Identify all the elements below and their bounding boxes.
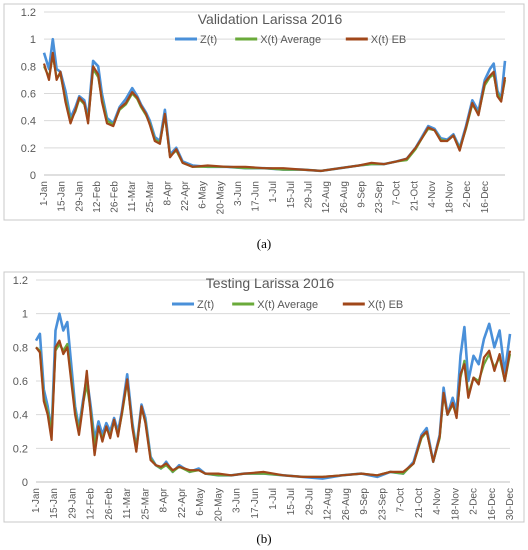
x-tick-label: 3-Jun	[232, 488, 243, 513]
x-tick-label: 29-Jan	[67, 488, 78, 519]
x-tick-label: 6-May	[198, 181, 209, 209]
y-tick-label: 1.2	[13, 275, 28, 287]
legend-label: X(t) Average	[257, 299, 318, 311]
legend-label: X(t) EB	[368, 299, 403, 311]
x-tick-label: 22-Apr	[177, 487, 188, 518]
x-tick-label: 1-Jul	[268, 488, 279, 510]
validation-chart-panel: 0 0.2 0.4 0.6 0.8 1 1.2 1-Jan 15-Jan 29-Jan 12-Feb…	[0, 0, 528, 228]
x-tick-label: 17-Jun	[251, 181, 262, 212]
x-tick-label: 7-Oct	[392, 181, 403, 206]
x-tick-label: 23-Sep	[377, 488, 388, 521]
x-tick-label: 2-Dec	[462, 181, 473, 208]
x-tick-label: 15-Jan	[57, 181, 68, 212]
x-tick-label: 8-Apr	[159, 487, 170, 512]
x-tick-label: 20-May	[215, 181, 226, 214]
x-tick-label: 1-Jan	[39, 181, 50, 206]
y-tick-label: 1.2	[21, 7, 36, 19]
x-tick-label: 29-Jul	[304, 181, 315, 208]
x-tick-label: 15-Jul	[286, 488, 297, 515]
x-tick-label: 15-Jan	[49, 488, 60, 519]
legend-label: Z(t)	[200, 34, 217, 46]
y-tick-label: 0.8	[13, 342, 28, 354]
x-tick-label: 16-Dec	[487, 488, 498, 520]
x-tick-label: 6-May	[195, 488, 206, 516]
x-tick-label: 25-Mar	[145, 180, 156, 212]
x-tick-label: 2-Dec	[469, 488, 480, 515]
x-tick-label: 8-Apr	[162, 180, 173, 205]
chart-title: Testing Larissa 2016	[206, 275, 335, 291]
y-tick-label: 0.4	[21, 116, 36, 128]
y-tick-label: 0.4	[13, 410, 28, 422]
x-tick-label: 20-May	[213, 488, 224, 521]
x-tick-label: 11-Mar	[122, 487, 133, 519]
x-tick-label: 9-Sep	[356, 181, 367, 208]
x-tick-label: 15-Jul	[286, 181, 297, 208]
caption-a: (a)	[256, 236, 272, 251]
series-line-eb	[35, 339, 512, 478]
x-tick-label: 7-Oct	[396, 488, 407, 513]
x-tick-label: 11-Mar	[127, 180, 138, 212]
x-tick-label: 1-Jul	[268, 181, 279, 203]
y-tick-label: 0.6	[21, 89, 36, 101]
x-tick-label: 25-Mar	[140, 487, 151, 519]
x-tick-label: 16-Dec	[480, 181, 491, 213]
testing-chart-panel: 0 0.2 0.4 0.6 0.8 1 1.2 1-Jan 15-Jan 29-Jan 12-Feb…	[0, 258, 528, 526]
x-tick-label: 21-Oct	[409, 181, 420, 211]
chart-title: Validation Larissa 2016	[198, 11, 343, 27]
x-tick-label: 18-Nov	[450, 488, 461, 520]
x-tick-label: 17-Jun	[250, 488, 261, 519]
x-tick-label: 9-Sep	[359, 488, 370, 515]
x-tick-label: 4-Nov	[427, 181, 438, 208]
x-tick-label: 23-Sep	[374, 181, 385, 214]
x-tick-label: 12-Aug	[321, 181, 332, 213]
y-tick-label: 0	[22, 477, 28, 489]
legend-label: Z(t)	[197, 299, 214, 311]
x-tick-label: 12-Feb	[92, 181, 103, 213]
y-tick-label: 0.6	[13, 376, 28, 388]
y-tick-label: 1	[30, 34, 36, 46]
caption-b: (b)	[256, 531, 272, 546]
x-tick-label: 26-Aug	[339, 181, 350, 213]
x-tick-label: 12-Feb	[86, 488, 97, 520]
x-tick-label: 26-Aug	[341, 488, 352, 520]
x-tick-label: 1-Jan	[31, 488, 42, 513]
legend-label: X(t) EB	[371, 34, 406, 46]
x-tick-label: 30-Dec	[505, 488, 516, 520]
x-tick-label: 4-Nov	[432, 488, 443, 515]
x-tick-label: 26-Feb	[104, 488, 115, 520]
x-tick-label: 29-Jan	[74, 181, 85, 212]
testing-chart: 0 0.2 0.4 0.6 0.8 1 1.2 1-Jan 15-Jan 29-Jan 12-Feb…	[3, 271, 525, 523]
chart-frame	[3, 3, 525, 221]
series-line-eb	[42, 51, 507, 172]
legend-label: X(t) Average	[260, 34, 321, 46]
x-tick-label: 26-Feb	[110, 181, 121, 213]
x-tick-label: 12-Aug	[323, 488, 334, 520]
y-tick-label: 0.2	[13, 443, 28, 455]
x-tick-label: 21-Oct	[414, 488, 425, 518]
y-tick-label: 1	[22, 309, 28, 321]
y-tick-label: 0.8	[21, 61, 36, 73]
y-tick-label: 0	[30, 170, 36, 182]
x-tick-label: 22-Apr	[180, 180, 191, 211]
x-tick-label: 18-Nov	[445, 181, 456, 213]
x-tick-label: 29-Jul	[304, 488, 315, 515]
y-tick-label: 0.2	[21, 143, 36, 155]
x-tick-label: 3-Jun	[233, 181, 244, 206]
validation-chart: 0 0.2 0.4 0.6 0.8 1 1.2 1-Jan 15-Jan 29-Jan 12-Feb…	[3, 3, 525, 221]
